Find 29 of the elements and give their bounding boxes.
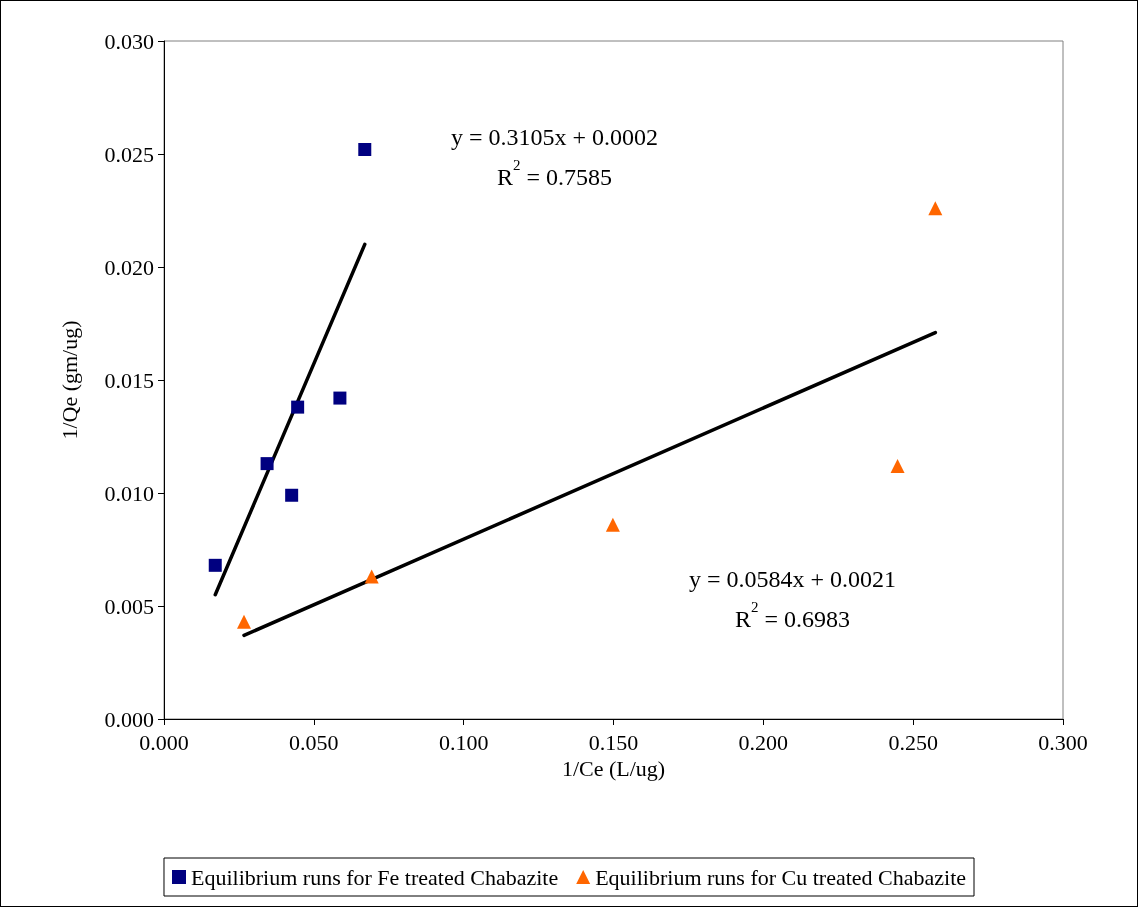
point: [237, 614, 252, 629]
x-tick-label: 0.000: [139, 729, 189, 755]
point: [333, 391, 347, 405]
point: [291, 400, 305, 414]
point: [208, 558, 222, 572]
y-tick-label: 0.005: [104, 593, 154, 619]
y-tick-label: 0.000: [104, 706, 154, 732]
y-tick-label: 0.010: [104, 480, 154, 506]
y-tick-label: 0.020: [104, 254, 154, 280]
legend-label: Equilibrium runs for Fe treated Chabazite: [191, 864, 559, 890]
x-axis-title: 1/Ce (L/ug): [561, 756, 666, 782]
x-tick-label: 0.100: [438, 729, 489, 755]
y-tick-label: 0.015: [104, 367, 154, 393]
x-tick-label: 0.050: [289, 729, 339, 755]
x-tick-label: 0.250: [888, 729, 938, 755]
point: [605, 517, 620, 532]
point: [358, 142, 372, 156]
x-tick-label: 0.200: [738, 729, 789, 755]
y-tick-label: 0.025: [104, 141, 154, 167]
x-tick-label: 0.150: [588, 729, 639, 755]
x-tick-label: 0.300: [1038, 729, 1088, 755]
point: [928, 201, 943, 216]
point: [890, 458, 905, 473]
point: [260, 457, 274, 471]
legend-label: Equilibrium runs for Cu treated Chabazite: [595, 864, 967, 890]
point: [364, 569, 379, 584]
y-tick-label: 0.030: [104, 28, 154, 54]
y-axis-title: 1/Qe (gm/ug): [56, 320, 82, 440]
point: [285, 488, 299, 502]
